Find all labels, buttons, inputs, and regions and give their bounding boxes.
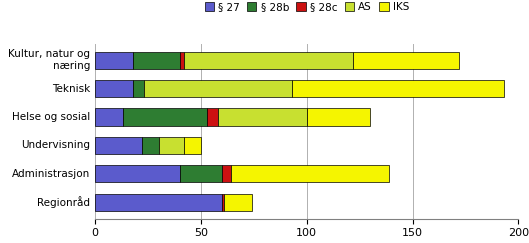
Bar [144,80,292,97]
Bar [133,52,180,69]
Bar [353,52,459,69]
Bar [95,165,180,182]
Bar [218,108,307,126]
Bar [123,108,207,126]
Bar [159,137,184,154]
Bar [95,108,123,126]
Bar [231,165,389,182]
Bar [95,80,133,97]
Bar [142,137,159,154]
Bar [292,80,504,97]
Legend: § 27, § 28b, § 28c, AS, IKS: § 27, § 28b, § 28c, AS, IKS [203,0,411,14]
Bar [222,165,231,182]
Bar [184,52,353,69]
Bar [224,194,252,211]
Bar [95,194,222,211]
Bar [95,137,142,154]
Bar [184,137,201,154]
Bar [207,108,218,126]
Bar [307,108,370,126]
Bar [222,194,224,211]
Bar [180,165,222,182]
Bar [180,52,184,69]
Bar [95,52,133,69]
Bar [133,80,144,97]
